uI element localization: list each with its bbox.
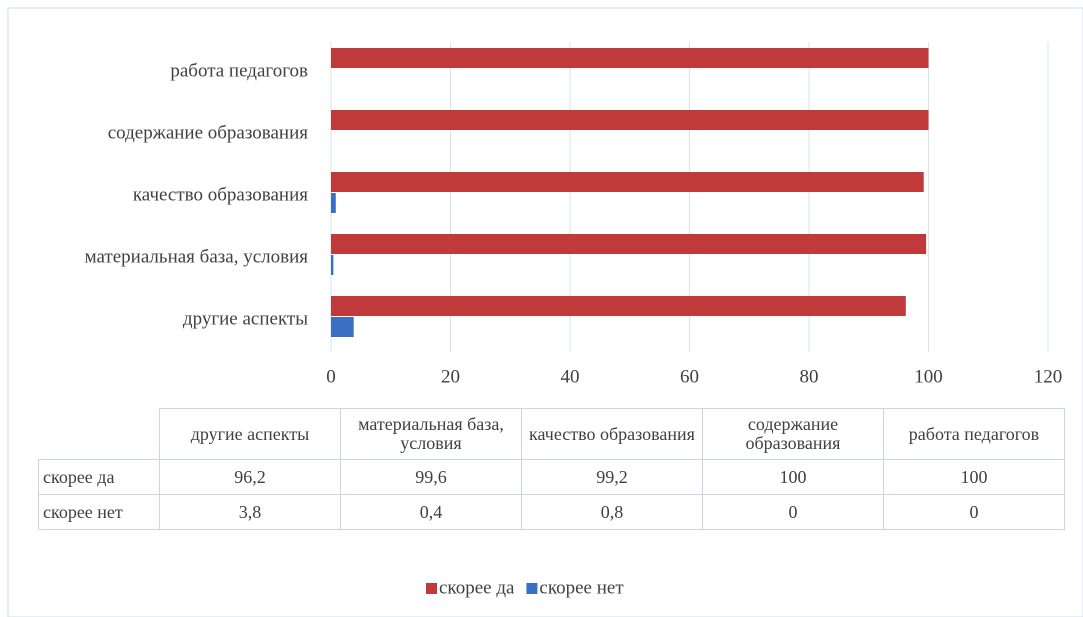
table-row: скорее да 96,2 99,6 99,2 100 100 <box>38 459 1065 495</box>
table-cell: 100 <box>883 459 1065 495</box>
table-cell: 96,2 <box>159 459 341 495</box>
x-tick-label: 120 <box>1034 366 1063 387</box>
x-tick-label: 100 <box>914 366 943 387</box>
table-cell: 0,4 <box>340 494 522 530</box>
table-row-label: скорее нет <box>38 494 160 530</box>
bar <box>331 296 906 316</box>
table-cell: 99,6 <box>340 459 522 495</box>
legend-label: скорее да <box>439 577 515 598</box>
y-tick-label: качество образования <box>133 184 308 205</box>
table-header-cell: работа педагогов <box>883 408 1065 460</box>
table-row: скорее нет 3,8 0,4 0,8 0 0 <box>38 494 1065 530</box>
bar <box>331 110 929 130</box>
table-corner <box>39 409 160 460</box>
x-tick-label: 40 <box>561 366 580 387</box>
bar <box>331 234 927 254</box>
y-tick-label: другие аспекты <box>183 308 308 329</box>
table-cell: 0 <box>883 494 1065 530</box>
x-tick-label: 60 <box>680 366 699 387</box>
y-tick-label: содержание образования <box>108 122 309 143</box>
table-header-cell: качество образования <box>521 408 703 460</box>
bar <box>331 255 334 275</box>
y-tick-label: работа педагогов <box>170 60 308 81</box>
bar <box>331 317 354 337</box>
table-header-cell: содержание образования <box>702 408 884 460</box>
x-tick-label: 80 <box>800 366 819 387</box>
legend-swatch <box>526 583 538 594</box>
chart-border <box>7 7 1083 617</box>
legend-label: скорее нет <box>539 577 624 598</box>
table-cell: 0,8 <box>521 494 703 530</box>
table-cell: 100 <box>702 459 884 495</box>
bar <box>331 172 924 192</box>
table-header-row: другие аспекты материальная база, условия… <box>39 408 1065 460</box>
legend-swatch <box>426 583 437 594</box>
table-header-cell: материальная база, условия <box>340 408 522 460</box>
table-cell: 3,8 <box>159 494 341 530</box>
bar <box>331 193 336 213</box>
bar <box>331 48 929 68</box>
x-tick-label: 0 <box>326 366 336 387</box>
y-tick-label: материальная база, условия <box>85 246 309 267</box>
data-table: другие аспекты материальная база, условия… <box>38 408 1065 530</box>
table-header-cell: другие аспекты <box>159 408 341 460</box>
table-cell: 0 <box>702 494 884 530</box>
table-cell: 99,2 <box>521 459 703 495</box>
x-tick-label: 20 <box>441 366 460 387</box>
table-row-label: скорее да <box>38 459 160 495</box>
